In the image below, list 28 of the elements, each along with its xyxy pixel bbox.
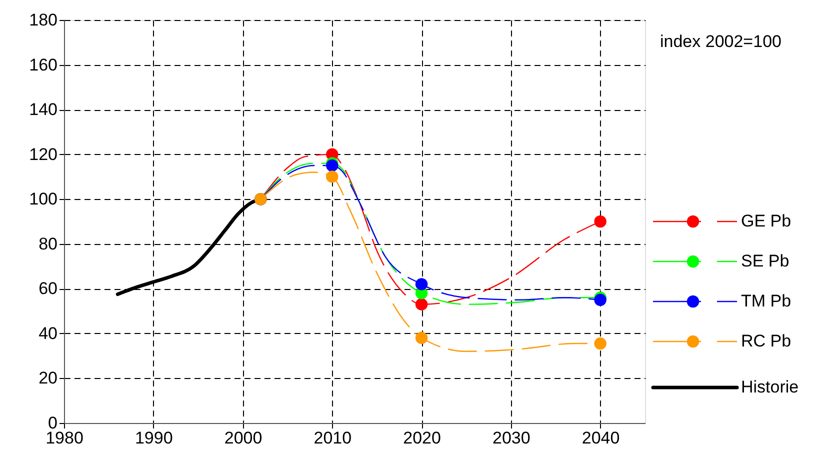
x-tick-label: 2000 xyxy=(224,428,262,448)
point xyxy=(415,298,428,310)
y-tick-label: 140 xyxy=(29,100,58,120)
y-tick-label: 160 xyxy=(29,55,58,74)
y-tick-label: 100 xyxy=(29,190,58,209)
legend-label: SE Pb xyxy=(741,252,790,270)
point xyxy=(326,159,338,172)
point xyxy=(415,278,428,290)
point xyxy=(594,215,606,228)
y-tick-label: 80 xyxy=(38,234,58,254)
x-tick-label: 2020 xyxy=(403,428,441,448)
x-tick-label: 2040 xyxy=(582,428,620,448)
legend-label: TM Pb xyxy=(741,292,792,310)
y-tick-label: 20 xyxy=(38,368,58,388)
x-tick-label: 2010 xyxy=(314,428,352,448)
y-tick-label: 180 xyxy=(29,10,58,30)
x-tick-label: 1990 xyxy=(134,428,173,448)
y-tick-label: 40 xyxy=(38,324,58,343)
y-tick-label: 120 xyxy=(29,144,58,164)
text: index 2002=100 xyxy=(660,32,782,51)
point xyxy=(594,337,606,350)
point xyxy=(326,170,338,183)
legend-label: Historie xyxy=(741,378,799,396)
y-tick-label: 60 xyxy=(38,279,58,298)
legend-label: RC Pb xyxy=(741,332,792,350)
legend-label: GE Pb xyxy=(741,212,792,230)
point xyxy=(415,332,428,344)
x-tick-label: 2030 xyxy=(492,428,530,448)
